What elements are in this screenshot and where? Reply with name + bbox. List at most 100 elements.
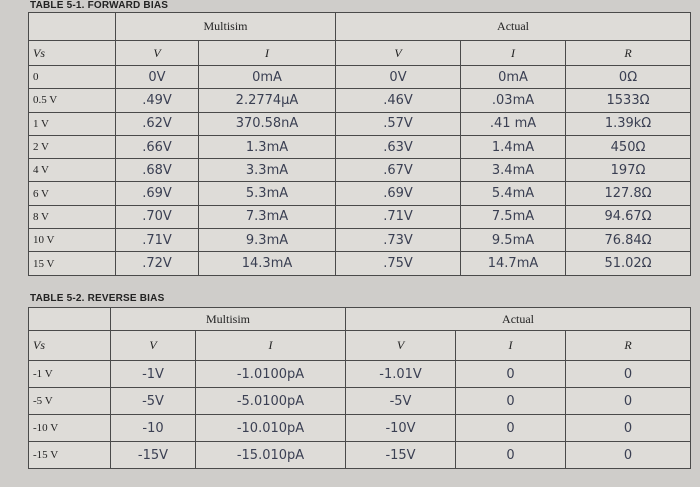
cell: 0: [565, 360, 692, 388]
cell: 3.3mA: [197, 158, 337, 183]
cell: 1.4mA: [460, 134, 567, 160]
data-row: 0.5 V .49V 2.2774μA .46V .03mA 1533Ω: [28, 88, 692, 113]
data-row: 6 V .69V 5.3mA .69V 5.4mA 127.8Ω: [28, 181, 692, 206]
cell: -15V: [345, 441, 457, 469]
cell: -5V: [110, 387, 196, 415]
column-header: V: [115, 40, 199, 66]
cell: .75V: [335, 251, 462, 276]
cell: 1.3mA: [197, 134, 337, 160]
cell: 0V: [115, 64, 199, 90]
data-row: -5 V -5V -5.0100pA -5V 0 0: [28, 387, 692, 415]
cell: .70V: [115, 204, 199, 230]
cell: -1.01V: [345, 360, 457, 388]
cell: -10 V: [28, 414, 111, 442]
cell: 8 V: [28, 204, 116, 230]
cell: -15V: [110, 441, 196, 469]
cell: 3.4mA: [460, 158, 567, 183]
cell: 0: [455, 441, 567, 469]
column-header: I: [460, 40, 567, 66]
cell: 0: [565, 387, 692, 415]
cell: 0: [565, 414, 692, 442]
empty-cell: [28, 307, 111, 331]
cell: -1V: [110, 360, 196, 388]
data-row: 15 V .72V 14.3mA .75V 14.7mA 51.02Ω: [28, 251, 692, 276]
empty-cell: [28, 12, 116, 41]
cell: 10 V: [28, 228, 116, 253]
cell: .41 mA: [460, 111, 567, 136]
group-header: Actual: [335, 12, 692, 41]
column-header: V: [110, 330, 196, 361]
cell: .73V: [335, 228, 462, 253]
column-header: Vs: [28, 330, 111, 361]
cell: -5V: [345, 387, 457, 415]
data-row: 1 V .62V 370.58nA .57V .41 mA 1.39kΩ: [28, 111, 692, 136]
cell: .63V: [335, 134, 462, 160]
data-row: 2 V .66V 1.3mA .63V 1.4mA 450Ω: [28, 134, 692, 160]
cell: 2 V: [28, 134, 116, 160]
cell: -5 V: [28, 387, 111, 415]
data-row: -1 V -1V -1.0100pA -1.01V 0 0: [28, 360, 692, 388]
cell: 9.3mA: [197, 228, 337, 253]
table-title: TABLE 5-2. REVERSE BIAS: [30, 293, 165, 304]
cell: 370.58nA: [197, 111, 337, 136]
cell: 0V: [335, 64, 462, 90]
cell: -1.0100pA: [194, 360, 347, 388]
cell: .69V: [115, 181, 199, 206]
forward-bias-table: Multisim Actual Vs V I V I R 0 0V 0mA 0V 0mA 0Ω 0.5 V.…: [28, 12, 692, 276]
column-header: V: [345, 330, 457, 361]
cell: .72V: [115, 251, 199, 276]
group-header: Actual: [345, 307, 692, 331]
cell: 0: [28, 64, 116, 90]
cell: 6 V: [28, 181, 116, 206]
cell: 51.02Ω: [565, 251, 692, 276]
cell: .67V: [335, 158, 462, 183]
column-header: R: [565, 40, 692, 66]
cell: 1.39kΩ: [565, 111, 692, 136]
data-row: -15 V -15V -15.010pA -15V 0 0: [28, 441, 692, 469]
cell: .69V: [335, 181, 462, 206]
cell: .57V: [335, 111, 462, 136]
data-row: -10 V -10 -10.010pA -10V 0 0: [28, 414, 692, 442]
group-header-row: Multisim Actual: [28, 307, 692, 331]
cell: 0: [455, 387, 567, 415]
group-header: Multisim: [109, 307, 347, 331]
cell: -10: [110, 414, 196, 442]
cell: 0mA: [197, 64, 337, 90]
data-row: 4 V .68V 3.3mA .67V 3.4mA 197Ω: [28, 158, 692, 183]
cell: 15 V: [28, 251, 116, 276]
column-header: I: [197, 40, 337, 66]
cell: 14.3mA: [197, 251, 337, 276]
cell: .71V: [335, 204, 462, 230]
cell: 197Ω: [565, 158, 692, 183]
cell: 0Ω: [565, 64, 692, 90]
cell: 14.7mA: [460, 251, 567, 276]
column-header-row: Vs V I V I R: [28, 330, 692, 361]
cell: 0.5 V: [28, 88, 116, 113]
cell: 7.5mA: [460, 204, 567, 230]
cell: .68V: [115, 158, 199, 183]
data-row: 0 0V 0mA 0V 0mA 0Ω: [28, 64, 692, 90]
cell: .66V: [115, 134, 199, 160]
cell: 76.84Ω: [565, 228, 692, 253]
cell: 5.4mA: [460, 181, 567, 206]
column-header: V: [335, 40, 462, 66]
cell: -5.0100pA: [194, 387, 347, 415]
column-header: Vs: [28, 40, 116, 66]
cell: 7.3mA: [197, 204, 337, 230]
column-header-row: Vs V I V I R: [28, 40, 692, 66]
cell: -1 V: [28, 360, 111, 388]
cell: 1533Ω: [565, 88, 692, 113]
cell: 94.67Ω: [565, 204, 692, 230]
cell: -10V: [345, 414, 457, 442]
cell: 4 V: [28, 158, 116, 183]
cell: -15 V: [28, 441, 111, 469]
group-header-row: Multisim Actual: [28, 12, 692, 41]
cell: 9.5mA: [460, 228, 567, 253]
cell: 0: [565, 441, 692, 469]
cell: 1 V: [28, 111, 116, 136]
cell: -15.010pA: [194, 441, 347, 469]
cell: 0mA: [460, 64, 567, 90]
data-row: 8 V .70V 7.3mA .71V 7.5mA 94.67Ω: [28, 204, 692, 230]
group-header: Multisim: [114, 12, 337, 41]
